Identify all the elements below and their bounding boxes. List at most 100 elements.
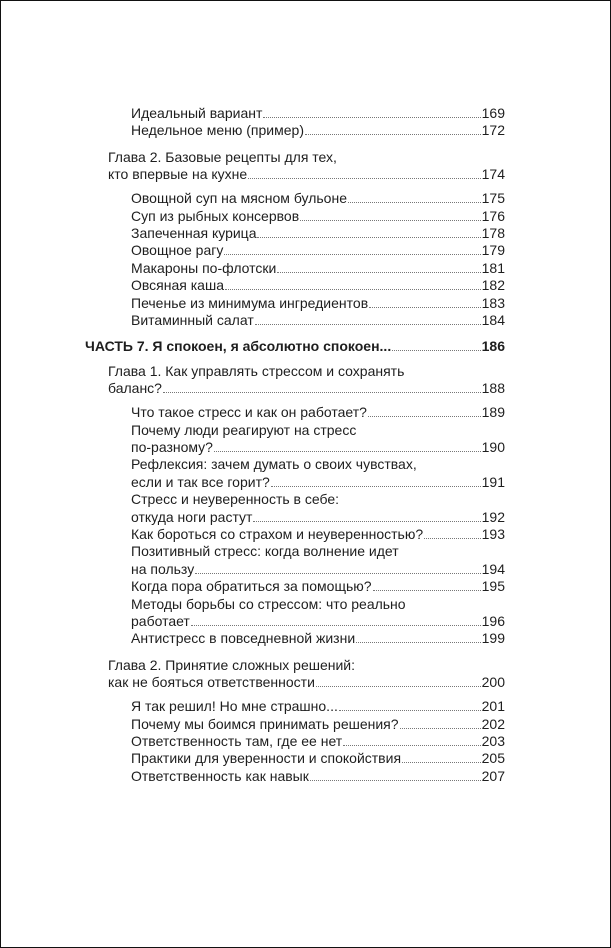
entry-title: ЧАСТЬ 7. Я спокоен, я абсолютно спокоен.… bbox=[85, 338, 392, 355]
page-number: 194 bbox=[481, 560, 505, 577]
entry-title: Овощное рагу bbox=[131, 242, 224, 259]
entry-line: Антистресс в повседневной жизни 199 bbox=[131, 630, 505, 647]
page-number: 205 bbox=[481, 750, 505, 767]
section-entry[interactable]: Ответственность как навык 207 bbox=[85, 768, 505, 785]
entry-title: Позитивный стресс: когда волнение идет bbox=[131, 543, 399, 560]
section-entry[interactable]: Рефлексия: зачем думать о своих чувствах… bbox=[85, 456, 505, 491]
entry-title: Глава 2. Принятие сложных решений: bbox=[108, 656, 356, 673]
entry-line: Практики для уверенности и спокойствия 20… bbox=[131, 750, 505, 767]
entry-title: Макароны по-флотски bbox=[131, 259, 277, 276]
leader-dots bbox=[309, 779, 481, 781]
entry-title: Глава 1. Как управлять стрессом и сохран… bbox=[108, 362, 405, 379]
entry-title: если и так все горит? bbox=[131, 473, 270, 490]
page-number: 190 bbox=[481, 438, 505, 455]
section-entry[interactable]: Что такое стресс и как он работает? 189 bbox=[85, 404, 505, 421]
entry-title: откуда ноги растут bbox=[131, 508, 253, 525]
section-entry[interactable]: Когда пора обратиться за помощью? 195 bbox=[85, 578, 505, 595]
entry-line: Ответственность как навык 207 bbox=[131, 768, 505, 785]
entry-title: Запеченная курица bbox=[131, 224, 257, 241]
entry-line: Позитивный стресс: когда волнение идет bbox=[131, 543, 505, 560]
entry-line: по-разному? 190 bbox=[131, 439, 505, 456]
leader-dots bbox=[338, 709, 481, 712]
section-entry[interactable]: Печенье из минимума ингредиентов 183 bbox=[85, 295, 505, 312]
section-entry[interactable]: Ответственность там, где ее нет 203 bbox=[85, 733, 505, 750]
entry-title: Стресс и неуверенность в себе: bbox=[131, 491, 340, 508]
page-number: 192 bbox=[481, 508, 505, 525]
section-entry[interactable]: Недельное меню (пример) 172 bbox=[85, 122, 505, 139]
section-entry[interactable]: Идеальный вариант 169 bbox=[85, 105, 505, 122]
page-number: 182 bbox=[481, 277, 505, 294]
leader-dots bbox=[257, 236, 481, 238]
section-entry[interactable]: Как бороться со страхом и неуверенностью… bbox=[85, 526, 505, 543]
leader-dots bbox=[372, 589, 481, 592]
section-entry[interactable]: Почему мы боимся принимать решения? 202 bbox=[85, 716, 505, 733]
entry-line: Я так решил! Но мне страшно... 201 bbox=[131, 698, 505, 715]
section-entry[interactable]: Овощной суп на мясном бульоне 175 bbox=[85, 190, 505, 207]
section-entry[interactable]: Овощное рагу 179 bbox=[85, 242, 505, 259]
leader-dots bbox=[224, 288, 481, 291]
section-entry[interactable]: Витаминный салат 184 bbox=[85, 312, 505, 329]
entry-line: если и так все горит? 191 bbox=[131, 474, 505, 491]
section-entry[interactable]: Суп из рыбных консервов 176 bbox=[85, 208, 505, 225]
entry-title: Недельное меню (пример) bbox=[131, 122, 304, 139]
entry-line: Овощной суп на мясном бульоне 175 bbox=[131, 190, 505, 207]
entry-line: Глава 1. Как управлять стрессом и сохран… bbox=[108, 363, 505, 380]
chapter-entry[interactable]: Глава 2. Базовые рецепты для тех, кто впе… bbox=[85, 149, 505, 184]
page-number: 195 bbox=[481, 578, 505, 595]
page-number: 189 bbox=[481, 404, 505, 421]
entry-title: Идеальный вариант bbox=[131, 105, 263, 121]
entry-line: Как бороться со страхом и неуверенностью… bbox=[131, 526, 505, 543]
section-entry[interactable]: Методы борьбы со стрессом: что реально ра… bbox=[85, 596, 505, 631]
entry-title: Почему мы боимся принимать решения? bbox=[131, 715, 399, 732]
page-number: 207 bbox=[481, 767, 505, 784]
entry-line: Почему мы боимся принимать решения? 202 bbox=[131, 716, 505, 733]
entry-title: баланс? bbox=[108, 380, 162, 397]
section-entry[interactable]: Практики для уверенности и спокойствия 20… bbox=[85, 750, 505, 767]
leader-dots bbox=[392, 349, 481, 352]
entry-line: Макароны по-флотски 181 bbox=[131, 260, 505, 277]
leader-dots bbox=[213, 450, 481, 452]
entry-title: Почему люди реагируют на стресс bbox=[131, 421, 357, 438]
section-entry[interactable]: Стресс и неуверенность в себе: откуда ног… bbox=[85, 491, 505, 526]
entry-line: откуда ноги растут 192 bbox=[131, 509, 505, 526]
section-entry[interactable]: Позитивный стресс: когда волнение идет на… bbox=[85, 543, 505, 578]
page-number: 193 bbox=[481, 525, 505, 542]
entry-line: Суп из рыбных консервов 176 bbox=[131, 208, 505, 225]
part-entry[interactable]: ЧАСТЬ 7. Я спокоен, я абсолютно спокоен.… bbox=[85, 338, 505, 355]
entry-line: Запеченная курица 178 bbox=[131, 225, 505, 242]
chapter-entry[interactable]: Глава 2. Принятие сложных решений: как не… bbox=[85, 657, 505, 692]
leader-dots bbox=[190, 624, 481, 626]
section-entry[interactable]: Антистресс в повседневной жизни 199 bbox=[85, 630, 505, 647]
entry-title: Овсяная каша bbox=[131, 277, 224, 294]
leader-dots bbox=[367, 415, 481, 418]
section-entry[interactable]: Макароны по-флотски 181 bbox=[85, 260, 505, 277]
page-number: 200 bbox=[481, 674, 505, 691]
entry-line: Стресс и неуверенность в себе: bbox=[131, 491, 505, 508]
entry-line: Овсяная каша 182 bbox=[131, 277, 505, 294]
page-number: 172 bbox=[481, 122, 505, 139]
chapter-entry[interactable]: Глава 1. Как управлять стрессом и сохран… bbox=[85, 363, 505, 398]
leader-dots bbox=[343, 744, 481, 746]
page-number: 176 bbox=[481, 207, 505, 224]
leader-dots bbox=[356, 641, 481, 644]
entry-line: Почему люди реагируют на стресс bbox=[131, 422, 505, 439]
entry-title: Методы борьбы со стрессом: что реально bbox=[131, 595, 406, 612]
leader-dots bbox=[248, 177, 481, 180]
leader-dots bbox=[399, 727, 481, 729]
section-entry[interactable]: Запеченная курица 178 bbox=[85, 225, 505, 242]
section-entry[interactable]: Почему люди реагируют на стресс по-разном… bbox=[85, 422, 505, 457]
leader-dots bbox=[195, 572, 481, 574]
entry-line: на пользу 194 bbox=[131, 561, 505, 578]
entry-line: Печенье из минимума ингредиентов 183 bbox=[131, 295, 505, 312]
entry-title: Суп из рыбных консервов bbox=[131, 207, 300, 224]
section-entry[interactable]: Я так решил! Но мне страшно... 201 bbox=[85, 698, 505, 715]
entry-title: на пользу bbox=[131, 560, 195, 577]
leader-dots bbox=[369, 306, 481, 308]
page-number: 188 bbox=[481, 380, 505, 397]
entry-line: баланс? 188 bbox=[108, 380, 505, 397]
leader-dots bbox=[315, 685, 481, 688]
section-entry[interactable]: Овсяная каша 182 bbox=[85, 277, 505, 294]
entry-title: Печенье из минимума ингредиентов bbox=[131, 294, 369, 311]
entry-title: Рефлексия: зачем думать о своих чувствах… bbox=[131, 456, 417, 473]
entry-line: Недельное меню (пример) 172 bbox=[131, 122, 505, 139]
